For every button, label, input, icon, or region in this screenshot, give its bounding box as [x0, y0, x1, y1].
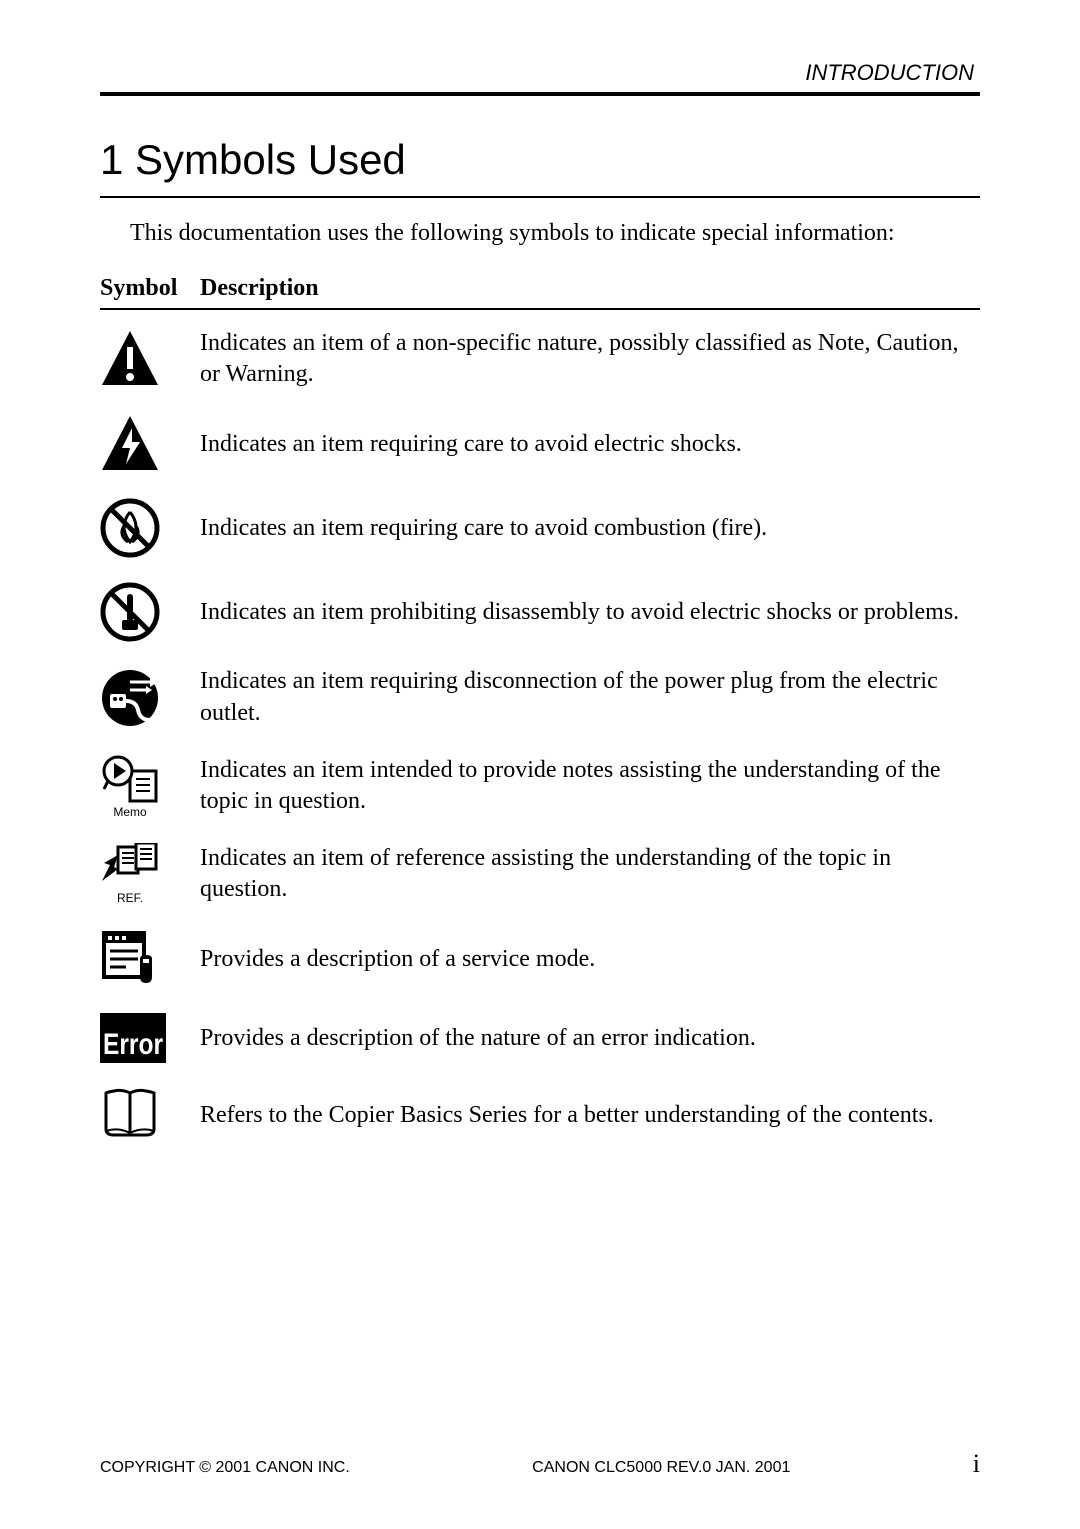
row-memo: Memo Indicates an item intended to provi… [100, 753, 980, 819]
error-icon-label: Error [103, 1028, 163, 1061]
unplug-desc: Indicates an item requiring disconnectio… [200, 666, 980, 728]
row-unplug: Indicates an item requiring disconnectio… [100, 666, 980, 728]
row-no-disassemble: Indicates an item prohibiting disassembl… [100, 582, 980, 642]
warning-icon [100, 329, 160, 389]
col-description-header: Description [200, 275, 980, 308]
row-service-mode: Provides a description of a service mode… [100, 929, 980, 989]
shock-desc: Indicates an item requiring care to avoi… [200, 429, 980, 460]
book-icon [100, 1087, 160, 1143]
row-fire: Indicates an item requiring care to avoi… [100, 498, 980, 558]
col-symbol-header: Symbol [100, 275, 200, 308]
memo-label: Memo [100, 805, 160, 819]
ref-icon [100, 843, 160, 891]
symbols-table-head: Symbol Description [100, 275, 980, 310]
memo-icon [100, 753, 160, 805]
no-disassemble-icon [100, 582, 160, 642]
fire-desc: Indicates an item requiring care to avoi… [200, 513, 980, 544]
memo-desc: Indicates an item intended to provide no… [200, 755, 980, 817]
symbols-rows: Indicates an item of a non-specific natu… [100, 328, 980, 1143]
warning-desc: Indicates an item of a non-specific natu… [200, 328, 980, 390]
service-mode-icon [100, 929, 160, 989]
page-footer: COPYRIGHT © 2001 CANON INC. CANON CLC500… [100, 1449, 980, 1479]
no-fire-icon [100, 498, 160, 558]
row-ref: REF. Indicates an item of reference assi… [100, 843, 980, 905]
no-disassemble-desc: Indicates an item prohibiting disassembl… [200, 597, 980, 628]
page-header: INTRODUCTION [100, 60, 980, 96]
error-icon: Error [100, 1013, 166, 1063]
footer-doc-id: CANON CLC5000 REV.0 JAN. 2001 [532, 1459, 790, 1477]
ref-desc: Indicates an item of reference assisting… [200, 843, 980, 905]
row-warning: Indicates an item of a non-specific natu… [100, 328, 980, 390]
unplug-icon [100, 668, 160, 728]
ref-label: REF. [100, 891, 160, 905]
intro-text: This documentation uses the following sy… [130, 220, 980, 247]
row-book: Refers to the Copier Basics Series for a… [100, 1087, 980, 1143]
shock-icon [100, 414, 160, 474]
row-shock: Indicates an item requiring care to avoi… [100, 414, 980, 474]
book-desc: Refers to the Copier Basics Series for a… [200, 1100, 980, 1131]
error-desc: Provides a description of the nature of … [200, 1023, 980, 1054]
footer-copyright: COPYRIGHT © 2001 CANON INC. [100, 1459, 350, 1477]
footer-page-number: i [973, 1449, 980, 1479]
page-title: 1 Symbols Used [100, 136, 980, 198]
service-mode-desc: Provides a description of a service mode… [200, 944, 980, 975]
row-error: Error Provides a description of the natu… [100, 1013, 980, 1063]
